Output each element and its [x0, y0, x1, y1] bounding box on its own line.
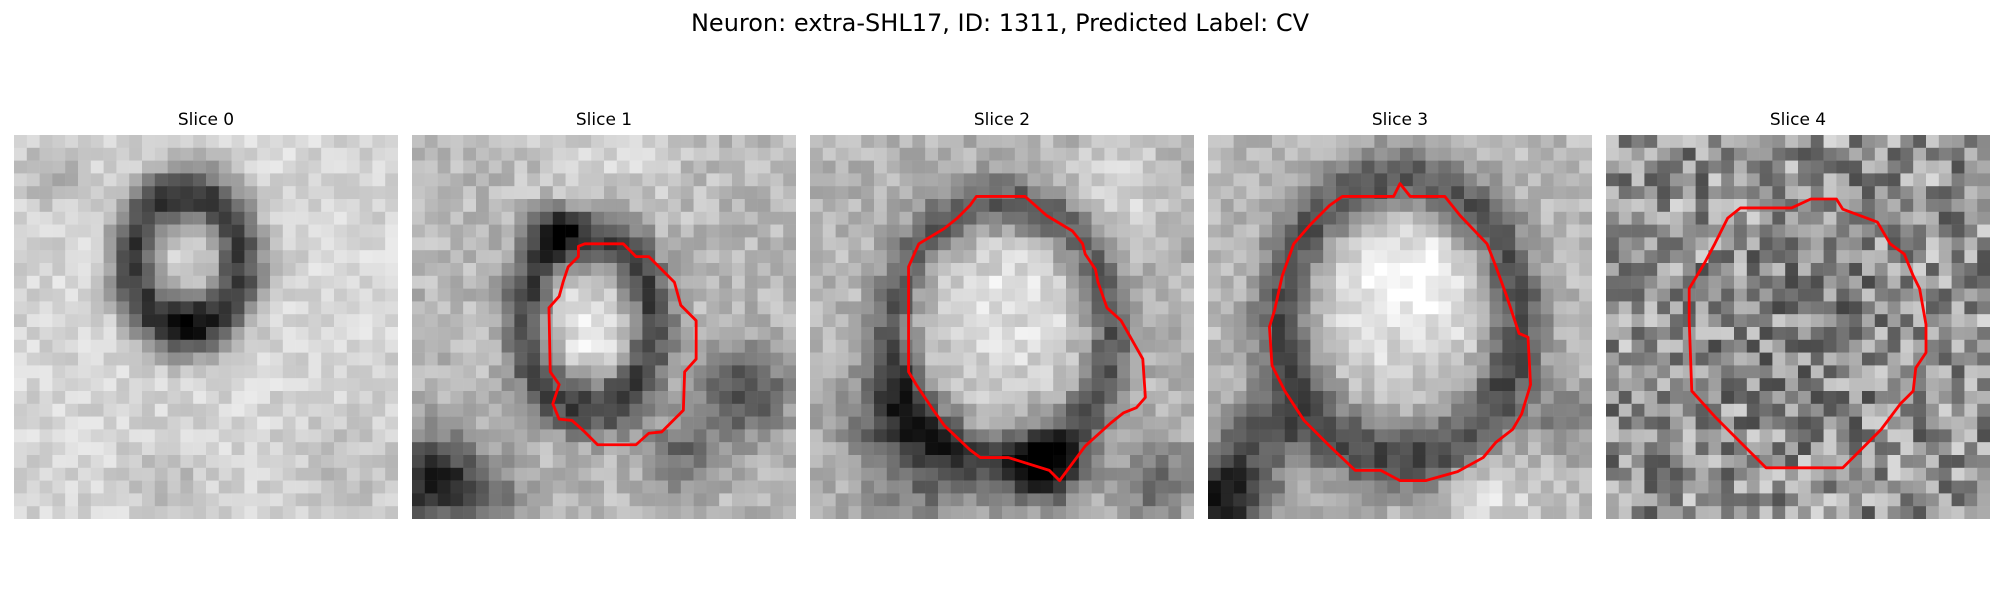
slice-panel-2: Slice 2: [810, 105, 1194, 519]
slice-panel-4: Slice 4: [1606, 105, 1990, 519]
slice-image-3: [1208, 135, 1592, 519]
slice-image-1: [412, 135, 796, 519]
slice-title: Slice 4: [1769, 110, 1827, 130]
segmentation-contour: [1268, 182, 1532, 483]
segmentation-contour: [547, 242, 698, 447]
segmentation-contour: [1687, 197, 1928, 470]
slice-title: Slice 1: [575, 110, 633, 130]
slice-title: Slice 3: [1371, 110, 1429, 130]
slice-title: Slice 0: [177, 110, 235, 130]
slice-panel-0: Slice 0: [14, 105, 398, 519]
slice-image-0: [14, 135, 398, 519]
slice-image-2: [810, 135, 1194, 519]
segmentation-contour: [907, 195, 1147, 483]
slice-title: Slice 2: [973, 110, 1031, 130]
figure-title: Neuron: extra-SHL17, ID: 1311, Predicted…: [690, 9, 1310, 37]
slice-panel-3: Slice 3: [1208, 105, 1592, 519]
slice-image-4: [1606, 135, 1990, 519]
slice-panel-1: Slice 1: [412, 105, 796, 519]
